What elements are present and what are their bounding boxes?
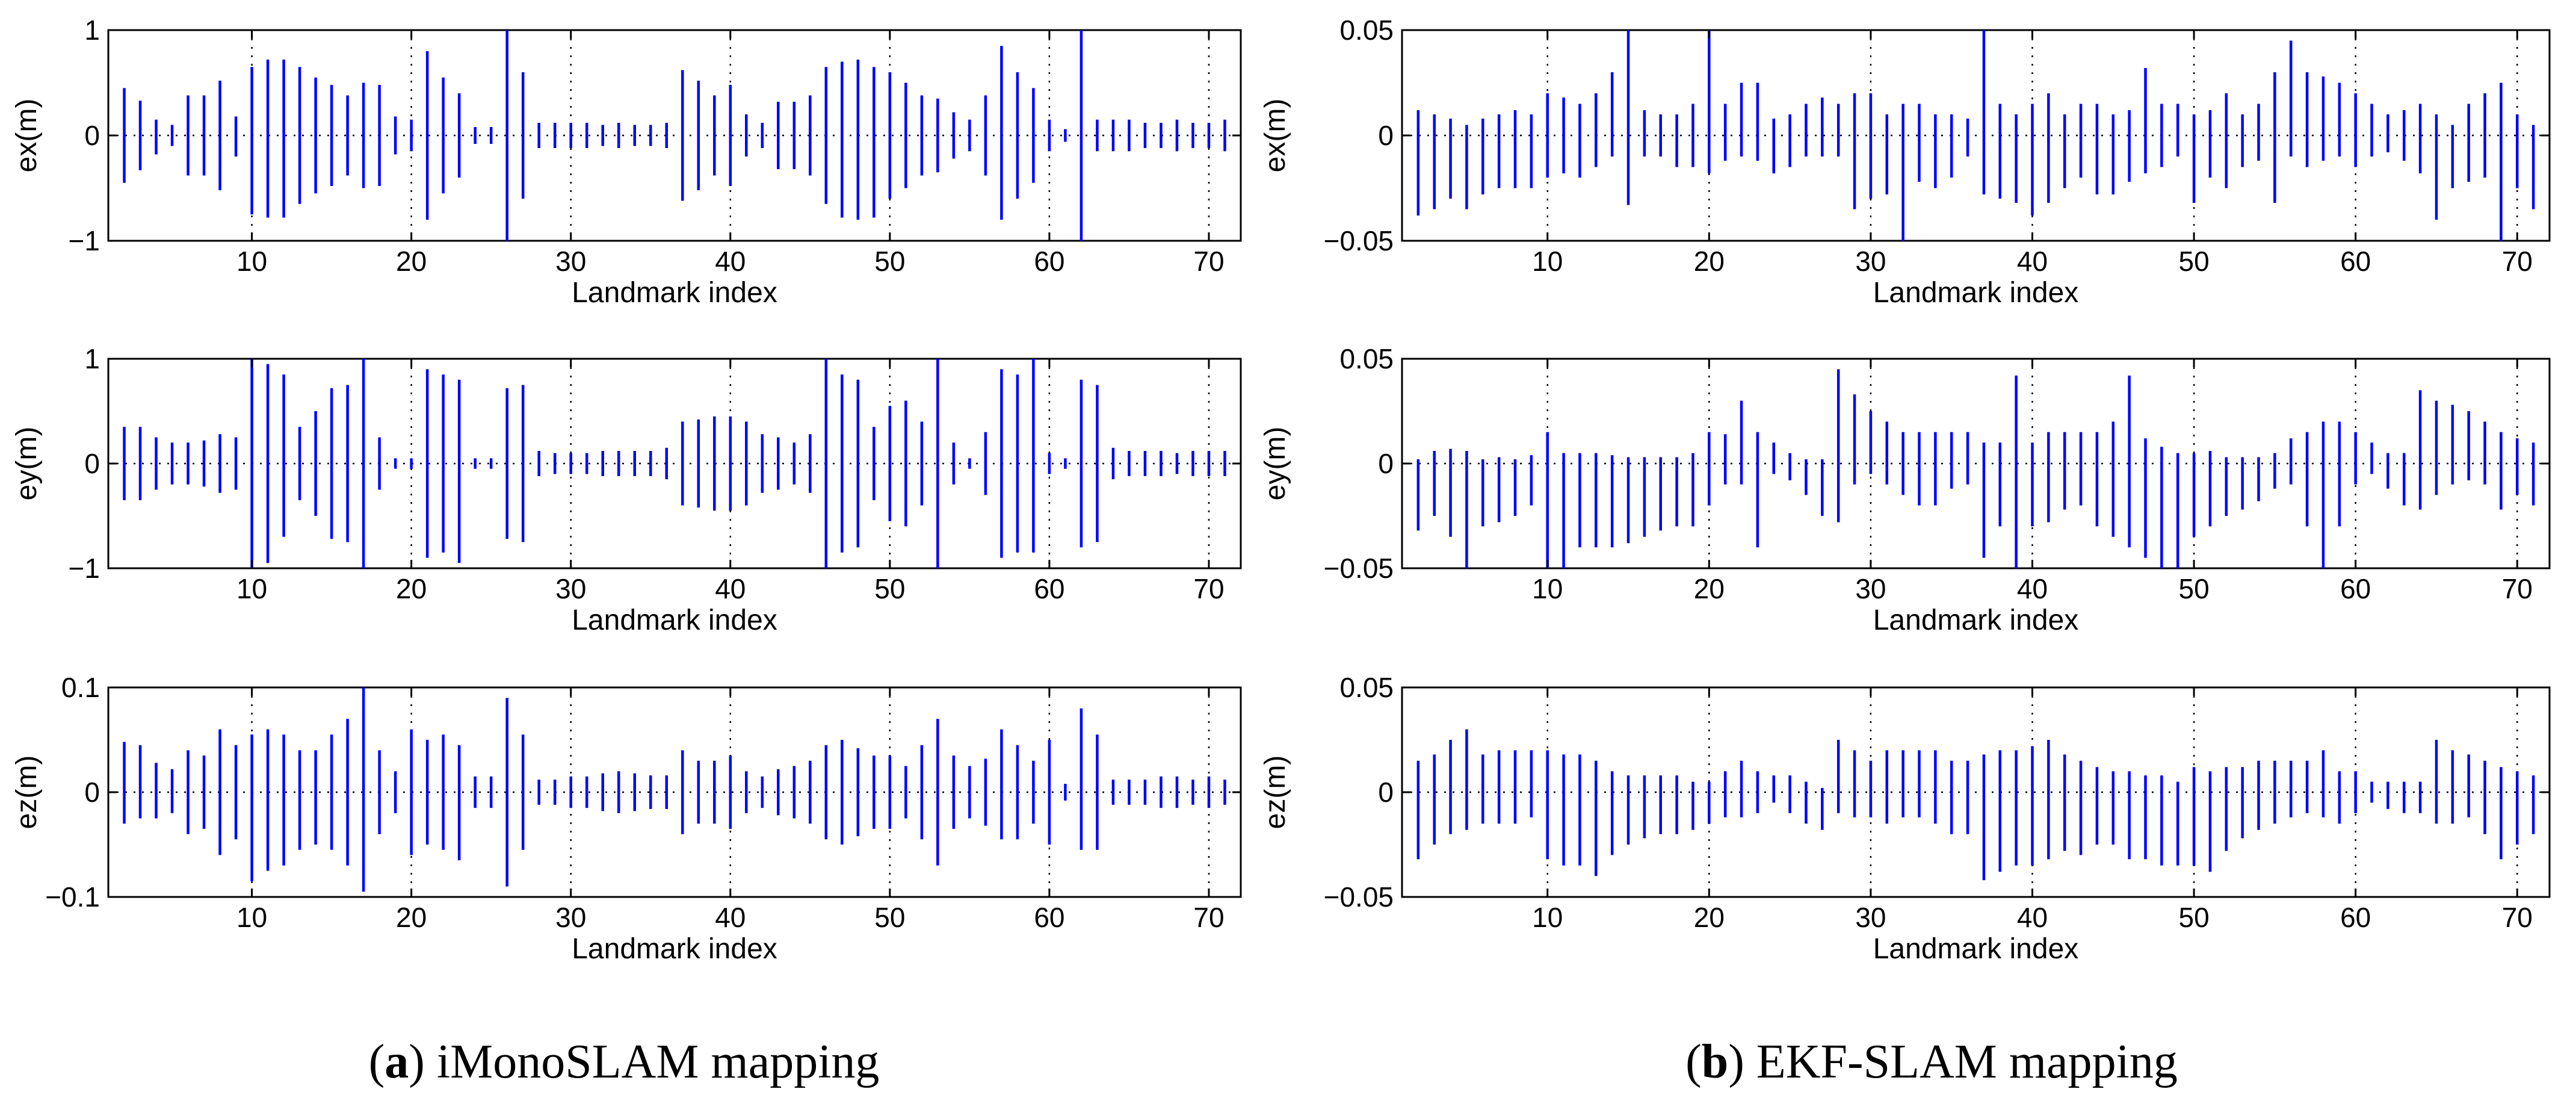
- b_ez-ytick-label-0: −0.05: [1324, 881, 1394, 913]
- b_ey-xtick-label-50: 50: [2179, 573, 2210, 604]
- a_ex-ylabel: ex(m): [11, 99, 43, 173]
- b_ey-ytick-label-0: −0.05: [1324, 553, 1394, 584]
- caption-b: (b) EKF-SLAM mapping: [1685, 1035, 2178, 1088]
- b_ez-xtick-label-40: 40: [2017, 902, 2048, 933]
- a_ex-xlabel: Landmark index: [572, 277, 777, 309]
- b_ex-xtick-label-10: 10: [1532, 246, 1563, 277]
- b_ey-xtick-label-10: 10: [1532, 573, 1563, 604]
- b_ex-ytick-label-0: −0.05: [1324, 225, 1394, 256]
- b_ex-xtick-label-50: 50: [2179, 246, 2210, 277]
- caption-a-close: ): [409, 1035, 425, 1088]
- a_ez-xtick-label-60: 60: [1034, 902, 1064, 933]
- b_ey-xtick-label-70: 70: [2502, 573, 2533, 604]
- b_ey-xtick-label-40: 40: [2017, 573, 2048, 604]
- a_ez-xtick-label-40: 40: [715, 902, 746, 933]
- a_ey-xtick-label-10: 10: [236, 573, 267, 604]
- caption-a-text: iMonoSLAM mapping: [425, 1035, 880, 1088]
- a_ez-ytick-label-0: −0.1: [45, 881, 100, 913]
- b_ez-xlabel: Landmark index: [1873, 933, 2079, 965]
- b_ez-ytick-label-2: 0.05: [1339, 672, 1394, 703]
- panel-b_ex: 10 20 30 40 50 60 70 −0.05 0 0.05 Landmark index ex…: [1259, 14, 2551, 309]
- b_ey-xtick-label-20: 20: [1694, 573, 1725, 604]
- a_ez-xtick-label-20: 20: [396, 902, 427, 933]
- a_ex-xtick-label-10: 10: [236, 246, 267, 277]
- a_ex-xtick-label-30: 30: [555, 246, 586, 277]
- b_ey-xlabel: Landmark index: [1873, 604, 2079, 636]
- a_ez-xtick-label-30: 30: [555, 902, 586, 933]
- b_ez-xtick-label-20: 20: [1694, 902, 1725, 933]
- panel-b_ez: 10 20 30 40 50 60 70 −0.05 0 0.05 Landmark index ez…: [1259, 672, 2551, 965]
- b_ez-xtick-label-10: 10: [1532, 902, 1563, 933]
- a_ex-xtick-label-40: 40: [715, 246, 746, 277]
- b_ez-xtick-label-70: 70: [2502, 902, 2533, 933]
- b_ex-ylabel: ex(m): [1259, 99, 1291, 173]
- a_ey-ylabel: ey(m): [11, 427, 43, 501]
- b_ex-xtick-label-60: 60: [2340, 246, 2371, 277]
- b_ey-ytick-label-2: 0.05: [1339, 343, 1394, 374]
- b_ez-ytick-label-1: 0: [1378, 777, 1394, 808]
- a_ez-xlabel: Landmark index: [572, 933, 777, 965]
- a_ez-xtick-label-50: 50: [874, 902, 905, 933]
- b_ex-ytick-label-1: 0: [1378, 120, 1394, 151]
- caption-b-letter: b: [1702, 1035, 1729, 1088]
- a_ez-ytick-label-2: 0.1: [61, 672, 100, 703]
- caption-b-close: ): [1728, 1035, 1744, 1088]
- b_ex-ytick-label-2: 0.05: [1339, 14, 1394, 46]
- b_ez-xtick-label-50: 50: [2179, 902, 2210, 933]
- a_ey-ytick-label-2: 1: [84, 343, 100, 374]
- panel-a_ez: 10 20 30 40 50 60 70 −0.1 0 0.1 Landmark index ez(m…: [11, 672, 1242, 965]
- b_ey-xtick-label-30: 30: [1855, 573, 1886, 604]
- b_ex-xtick-label-70: 70: [2502, 246, 2533, 277]
- a_ex-xtick-label-20: 20: [396, 246, 427, 277]
- b_ey-ytick-label-1: 0: [1378, 448, 1394, 479]
- panel-b_ey: 10 20 30 40 50 60 70 −0.05 0 0.05 Landmark index ey…: [1259, 343, 2551, 636]
- a_ey-ytick-label-0: −1: [69, 553, 100, 584]
- panel-a_ey: 10 20 30 40 50 60 70 −1 0 1 Landmark index ey(m): [11, 343, 1242, 636]
- b_ez-ylabel: ez(m): [1259, 755, 1291, 830]
- a_ez-xtick-label-10: 10: [236, 902, 267, 933]
- a_ez-ytick-label-1: 0: [84, 777, 100, 808]
- b_ex-xlabel: Landmark index: [1873, 277, 2079, 309]
- b_ez-xtick-label-60: 60: [2340, 902, 2371, 933]
- b_ey-ylabel: ey(m): [1259, 427, 1291, 501]
- b_ex-xtick-label-30: 30: [1855, 246, 1886, 277]
- caption-a-letter: a: [385, 1035, 409, 1088]
- a_ex-xtick-label-60: 60: [1034, 246, 1064, 277]
- a_ex-xtick-label-70: 70: [1193, 246, 1224, 277]
- a_ex-xtick-label-50: 50: [874, 246, 905, 277]
- b_ey-xtick-label-60: 60: [2340, 573, 2371, 604]
- caption-b-open: (: [1685, 1035, 1702, 1088]
- b_ex-xtick-label-20: 20: [1694, 246, 1725, 277]
- a_ey-xtick-label-70: 70: [1193, 573, 1224, 604]
- a_ey-xlabel: Landmark index: [572, 604, 777, 636]
- a_ey-xtick-label-30: 30: [555, 573, 586, 604]
- a_ey-xtick-label-60: 60: [1034, 573, 1064, 604]
- b_ez-xtick-label-30: 30: [1855, 902, 1886, 933]
- a_ex-ytick-label-1: 0: [84, 120, 100, 151]
- a_ez-ylabel: ez(m): [11, 755, 43, 830]
- caption-b-text: EKF-SLAM mapping: [1744, 1035, 2178, 1088]
- caption-a: (a) iMonoSLAM mapping: [369, 1035, 880, 1088]
- a_ey-ytick-label-1: 0: [84, 448, 100, 479]
- a_ey-xtick-label-50: 50: [874, 573, 905, 604]
- a_ex-ytick-label-2: 1: [84, 14, 100, 46]
- caption-a-open: (: [369, 1035, 385, 1088]
- a_ez-xtick-label-70: 70: [1193, 902, 1224, 933]
- a_ex-ytick-label-0: −1: [69, 225, 100, 256]
- a_ey-xtick-label-40: 40: [715, 573, 746, 604]
- a_ey-xtick-label-20: 20: [396, 573, 427, 604]
- panel-a_ex: 10 20 30 40 50 60 70 −1 0 1 Landmark index ex(m): [11, 14, 1242, 309]
- b_ex-xtick-label-40: 40: [2017, 246, 2048, 277]
